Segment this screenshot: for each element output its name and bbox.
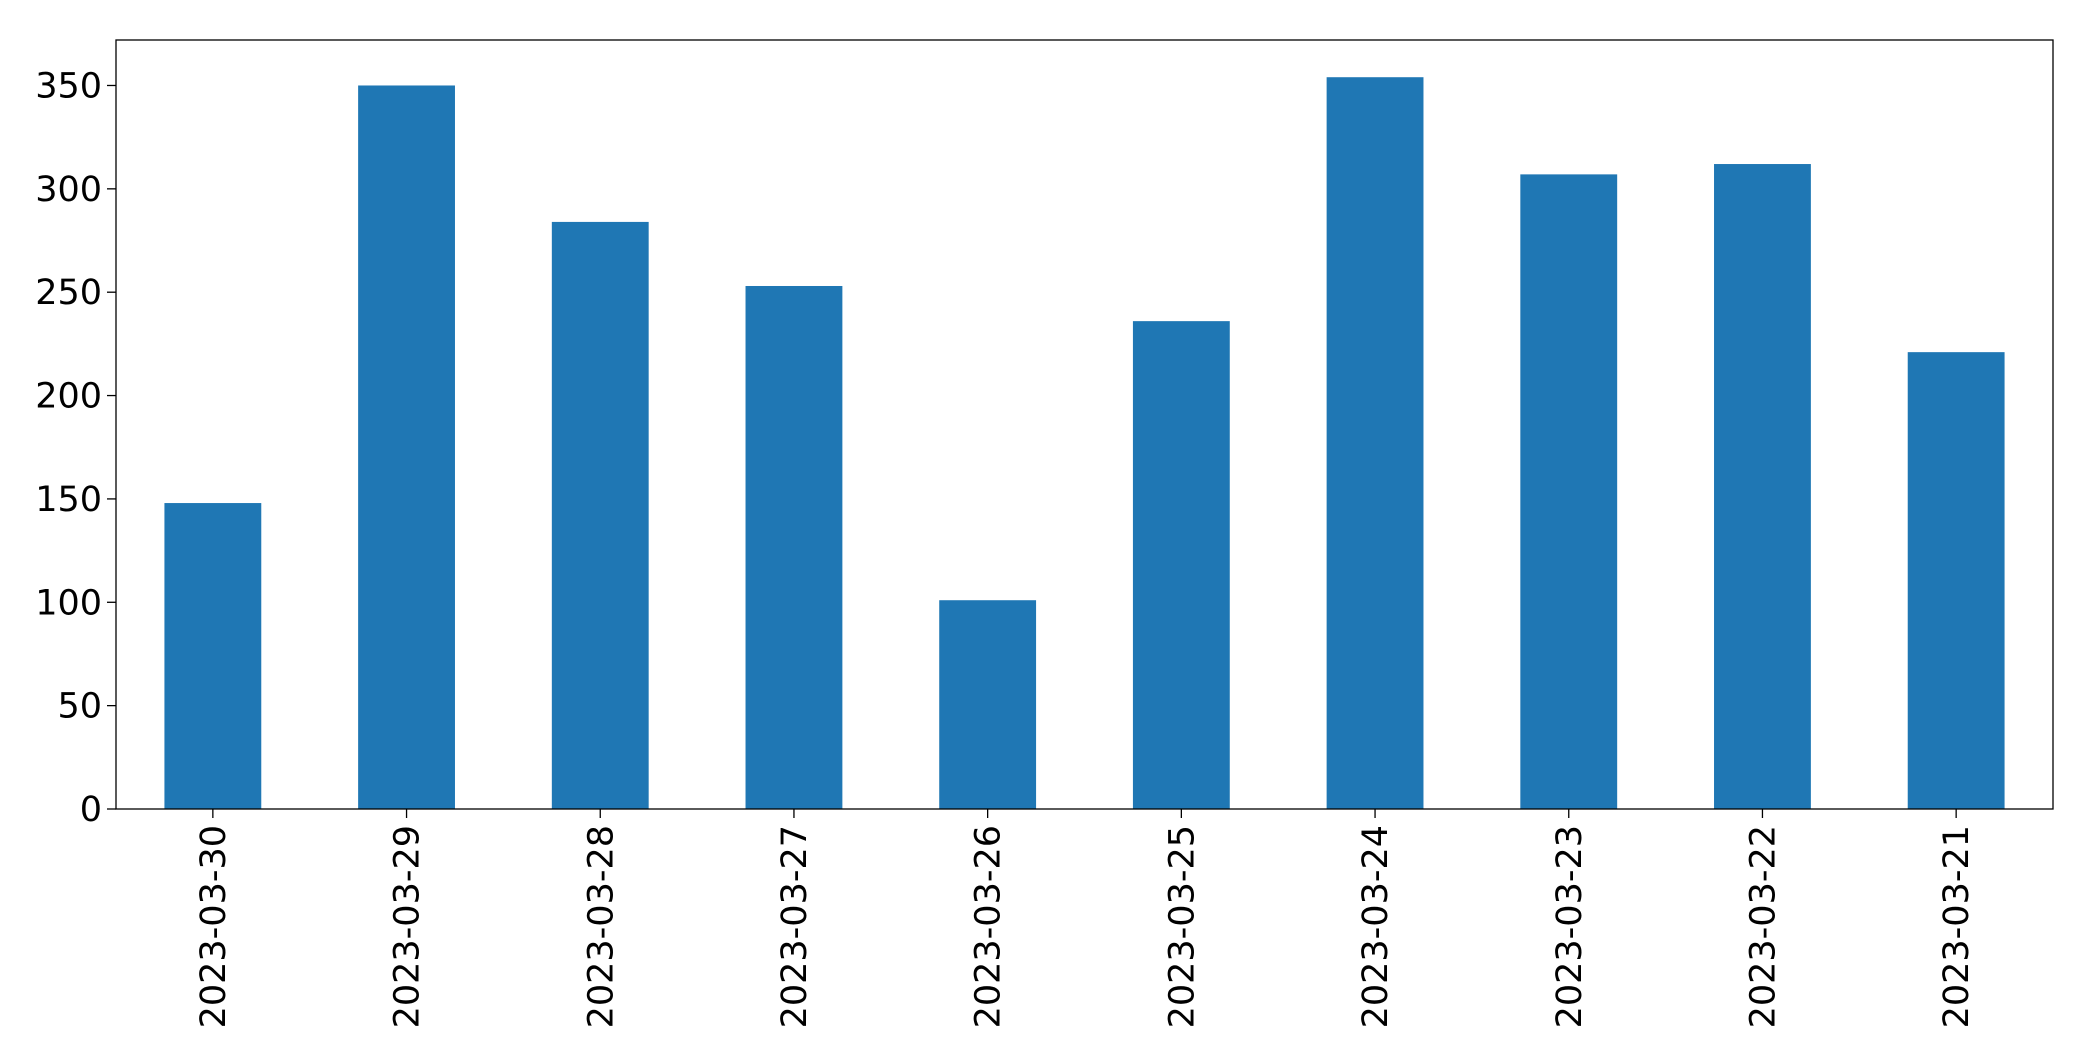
- x-tick-label: 2023-03-23: [1550, 825, 1590, 1028]
- bar: [1326, 77, 1424, 810]
- y-tick-label: 100: [35, 583, 102, 623]
- x-tick-label: 2023-03-30: [194, 825, 234, 1028]
- bar: [939, 600, 1037, 809]
- x-tick-label: 2023-03-21: [1937, 825, 1977, 1028]
- bar: [1520, 174, 1618, 809]
- y-tick-label: 300: [35, 170, 102, 210]
- y-tick-label: 50: [57, 687, 102, 727]
- x-tick-label: 2023-03-27: [775, 825, 815, 1028]
- bar: [551, 221, 649, 810]
- bar: [164, 503, 262, 809]
- y-tick-label: 350: [35, 66, 102, 106]
- bar: [1714, 164, 1811, 810]
- y-tick-label: 200: [35, 377, 102, 417]
- x-tick-label: 2023-03-24: [1356, 825, 1396, 1028]
- x-tick-label: 2023-03-22: [1743, 825, 1783, 1028]
- bar: [745, 285, 843, 809]
- bar: [358, 85, 455, 809]
- y-tick-label: 250: [35, 273, 102, 313]
- bar: [1907, 352, 2005, 809]
- y-tick-label: 150: [35, 480, 102, 520]
- x-tick-label: 2023-03-28: [581, 825, 621, 1028]
- y-tick-label: 0: [80, 790, 102, 830]
- plot-frame: [115, 39, 2054, 810]
- x-tick-label: 2023-03-26: [969, 825, 1009, 1028]
- x-tick-label: 2023-03-25: [1162, 825, 1202, 1028]
- x-tick-label: 2023-03-29: [388, 825, 428, 1028]
- bar: [1132, 321, 1230, 809]
